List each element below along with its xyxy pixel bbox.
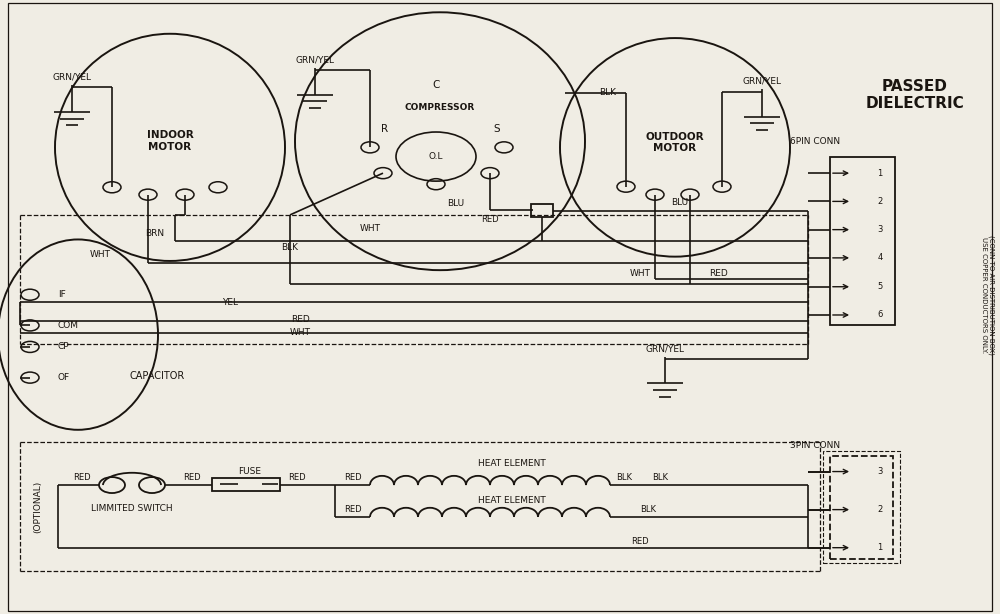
Text: O.L: O.L <box>429 152 443 161</box>
Text: 1: 1 <box>877 169 883 177</box>
Text: GRN/YEL: GRN/YEL <box>646 344 684 353</box>
Text: BLK: BLK <box>640 505 656 514</box>
Text: BLK: BLK <box>600 88 616 96</box>
Text: BRN: BRN <box>145 229 164 238</box>
Text: BLK: BLK <box>616 473 632 482</box>
Bar <box>823 451 900 563</box>
Text: WHT: WHT <box>360 224 380 233</box>
Text: (OPTIONAL): (OPTIONAL) <box>34 480 42 533</box>
Text: CAPACITOR: CAPACITOR <box>130 371 185 381</box>
Text: LIMMITED SWITCH: LIMMITED SWITCH <box>91 504 173 513</box>
Text: GRN/YEL: GRN/YEL <box>742 77 782 85</box>
Text: RED: RED <box>291 315 309 324</box>
Text: BLK: BLK <box>652 473 668 482</box>
Text: HEAT ELEMENT: HEAT ELEMENT <box>478 496 546 505</box>
Text: CP: CP <box>58 343 70 351</box>
Text: 5: 5 <box>877 282 883 291</box>
Text: GRN/YEL: GRN/YEL <box>52 72 92 81</box>
Text: COMPRESSOR: COMPRESSOR <box>405 103 475 112</box>
Text: S: S <box>494 124 500 134</box>
Text: GRN/YEL: GRN/YEL <box>296 56 334 64</box>
Text: 3: 3 <box>877 467 883 476</box>
Bar <box>830 456 893 559</box>
Text: RED: RED <box>344 473 362 482</box>
Text: WHT: WHT <box>290 328 310 337</box>
Text: OUTDOOR
MOTOR: OUTDOOR MOTOR <box>646 131 704 154</box>
Text: 3: 3 <box>877 225 883 234</box>
Text: BLK: BLK <box>282 243 298 252</box>
Text: 2: 2 <box>877 505 883 514</box>
Text: 1: 1 <box>877 543 883 552</box>
Text: RED: RED <box>631 537 649 546</box>
Text: RED: RED <box>709 269 727 278</box>
Text: C: C <box>432 80 440 90</box>
Text: 3PIN CONN: 3PIN CONN <box>790 441 840 449</box>
Text: BLU: BLU <box>447 200 465 208</box>
Text: R: R <box>381 124 389 134</box>
Text: OF: OF <box>58 373 70 382</box>
Text: YEL: YEL <box>222 298 238 306</box>
Text: RED: RED <box>344 505 362 514</box>
Text: WHT: WHT <box>90 251 111 259</box>
Bar <box>830 157 895 325</box>
Text: WHT: WHT <box>630 269 650 278</box>
Text: 4: 4 <box>877 254 883 262</box>
Text: RED: RED <box>288 473 306 482</box>
Text: BLU: BLU <box>671 198 689 207</box>
Text: INDOOR
MOTOR: INDOOR MOTOR <box>147 130 193 152</box>
Text: PASSED
DIELECTRIC: PASSED DIELECTRIC <box>866 79 964 111</box>
Text: RED: RED <box>73 473 91 482</box>
Text: 2: 2 <box>877 197 883 206</box>
Text: IF: IF <box>58 290 66 299</box>
Text: 6: 6 <box>877 311 883 319</box>
Text: COM: COM <box>58 321 79 330</box>
Text: FUSE: FUSE <box>239 467 262 476</box>
Text: 6PIN CONN: 6PIN CONN <box>790 137 840 146</box>
Bar <box>212 478 280 491</box>
Text: RED: RED <box>481 215 499 223</box>
Bar <box>531 204 553 217</box>
Text: HEAT ELEMENT: HEAT ELEMENT <box>478 459 546 468</box>
Text: RED: RED <box>183 473 201 482</box>
Text: (CONN TO AIR DISTRIBUTION BOX)
USE COPPER CONDUCTORS ONLY.: (CONN TO AIR DISTRIBUTION BOX) USE COPPE… <box>981 235 995 355</box>
